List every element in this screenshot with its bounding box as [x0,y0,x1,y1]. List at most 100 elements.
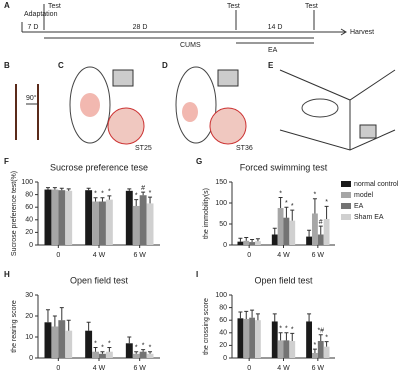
label: Test [227,3,240,10]
legend-swatch [341,192,351,198]
error-bar [307,313,312,322]
error-bar [45,309,50,323]
error-bar [238,237,243,242]
legend-swatch [341,203,351,209]
x-tick-label: 4 W [277,252,290,259]
diagrams: B 90° C ST25 D ST36 E [4,61,396,152]
bar [255,241,261,245]
error-bar [52,315,57,327]
bar [271,234,278,245]
bar [51,326,59,358]
significance-marker: * [314,192,317,199]
error-bar [284,206,289,218]
bar [271,321,278,358]
bar [105,351,113,358]
significance-marker: * [135,192,138,199]
significance-marker: * [101,345,104,352]
error-bar [272,227,277,235]
error-bar [255,313,260,321]
bar [289,220,296,245]
x-tick-label: 6 W [312,365,325,372]
chart-title: Open field test [70,275,129,285]
error-bar [244,310,249,319]
error-bar [272,313,277,322]
error-bar [52,187,57,190]
error-bar [86,321,91,331]
y-tick-label: 20 [25,229,33,236]
spot [182,102,198,122]
chart-title: Open field test [254,275,313,285]
y-tick-label: 40 [219,330,227,337]
y-tick-label: 100 [21,179,33,186]
error-bar [127,188,132,191]
chart-title: Sucrose preference tese [50,162,148,172]
y-tick-label: 100 [215,200,227,207]
y-tick-label: 80 [25,191,33,198]
error-bar [250,309,255,318]
y-tick-label: 30 [25,292,33,299]
bar [277,340,284,358]
legend-swatch [341,181,351,187]
error-bar [86,187,91,191]
bar [249,317,256,358]
error-bar [278,197,283,209]
legend-label: Sham EA [354,214,384,221]
y-tick-label: 0 [29,355,33,362]
bar [311,213,318,245]
error-bar [312,348,317,353]
bar [317,234,324,245]
panel-label: A [4,1,10,10]
error-bar [148,351,153,354]
error-bar [318,225,323,235]
significance-marker: * [285,200,288,207]
bar [146,353,154,358]
error-bar [307,229,312,237]
box [279,69,396,151]
bar [255,320,261,358]
error-bar [250,239,255,243]
error-bar [141,349,146,352]
bar [125,343,133,358]
bar [323,218,330,245]
bar [99,201,106,245]
error-bar [100,351,105,354]
spot [80,93,100,117]
panel-label: D [162,61,168,70]
bar [249,242,256,245]
chart-title: Forced swimming test [240,162,328,172]
error-bar [324,341,329,347]
label: 90° [26,94,37,102]
significance-marker: * [94,191,97,198]
y-tick-label: 10 [25,334,33,341]
bar [277,208,284,245]
y-tick-label: 0 [223,355,227,362]
y-tick-label: 150 [215,179,227,186]
bar [323,346,330,358]
device [359,124,377,139]
significance-marker: * [279,326,282,333]
significance-marker: * [135,345,138,352]
bar [283,217,290,245]
error-bar [290,209,295,221]
bar [243,318,250,358]
y-tick-label: 50 [219,221,227,228]
error-bar [59,307,64,321]
bar [92,201,99,245]
significance-marker: # [141,185,145,192]
bar [132,353,140,358]
y-tick-label: 40 [25,217,33,224]
error-bar [238,311,243,319]
error-bar [59,187,64,191]
panel-label: F [4,157,9,166]
panel-label: G [196,157,202,166]
label: Harvest [350,29,374,36]
significance-marker: *# [317,328,324,335]
y-axis-label: the immobility(s) [203,188,210,239]
x-tick-label: 0 [56,252,60,259]
bar [132,205,140,245]
x-tick-label: 0 [56,365,60,372]
bar [139,195,147,245]
significance-marker: * [101,191,104,198]
bar [105,199,113,245]
y-tick-label: 80 [219,304,227,311]
